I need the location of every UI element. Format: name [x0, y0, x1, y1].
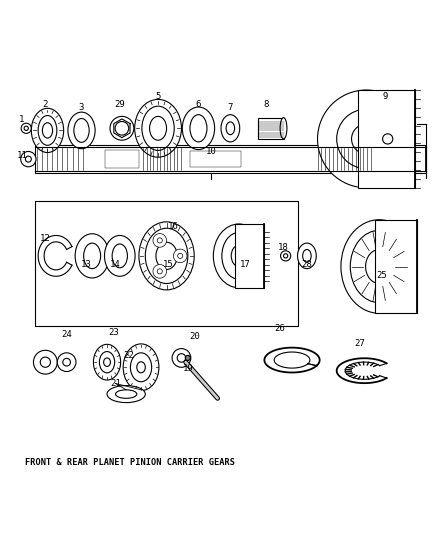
- Ellipse shape: [131, 353, 152, 382]
- Ellipse shape: [153, 264, 166, 278]
- Text: FRONT & REAR PLANET PINION CARRIER GEARS: FRONT & REAR PLANET PINION CARRIER GEARS: [25, 458, 235, 466]
- Circle shape: [40, 357, 50, 367]
- Text: 15: 15: [163, 260, 174, 269]
- Bar: [35, 146, 426, 173]
- Circle shape: [33, 350, 57, 374]
- Ellipse shape: [105, 236, 135, 276]
- Text: 8: 8: [264, 100, 269, 109]
- Text: 17: 17: [240, 260, 251, 269]
- Text: 7: 7: [228, 102, 233, 111]
- Ellipse shape: [178, 253, 183, 259]
- Text: 21: 21: [110, 379, 121, 388]
- Text: 26: 26: [274, 324, 285, 333]
- Ellipse shape: [134, 99, 181, 157]
- Ellipse shape: [303, 249, 311, 262]
- Ellipse shape: [137, 362, 145, 373]
- Circle shape: [318, 90, 415, 188]
- Ellipse shape: [182, 107, 215, 150]
- Text: 25: 25: [376, 271, 387, 279]
- Ellipse shape: [74, 118, 89, 142]
- Text: 9: 9: [383, 92, 388, 101]
- Text: 28: 28: [301, 260, 312, 269]
- Ellipse shape: [231, 245, 247, 266]
- Ellipse shape: [366, 249, 393, 284]
- Bar: [105, 150, 139, 168]
- Circle shape: [383, 134, 393, 144]
- Ellipse shape: [84, 243, 101, 269]
- Text: 2: 2: [42, 100, 48, 109]
- Ellipse shape: [123, 344, 159, 391]
- Ellipse shape: [297, 243, 316, 269]
- Ellipse shape: [115, 122, 129, 135]
- Ellipse shape: [93, 344, 120, 380]
- Ellipse shape: [116, 390, 137, 398]
- Circle shape: [25, 156, 32, 162]
- Ellipse shape: [280, 118, 287, 139]
- Circle shape: [21, 151, 36, 167]
- Ellipse shape: [149, 116, 166, 140]
- Text: 10: 10: [206, 147, 217, 156]
- Ellipse shape: [107, 385, 145, 402]
- Text: 3: 3: [79, 102, 84, 111]
- Ellipse shape: [99, 352, 115, 373]
- Circle shape: [177, 354, 186, 362]
- Text: 23: 23: [108, 328, 119, 337]
- Ellipse shape: [42, 123, 53, 138]
- Text: 20: 20: [189, 332, 200, 341]
- Circle shape: [337, 109, 396, 168]
- Bar: [375, 220, 417, 313]
- Ellipse shape: [213, 224, 265, 288]
- Circle shape: [24, 126, 28, 131]
- Circle shape: [352, 124, 381, 154]
- Text: 13: 13: [81, 260, 91, 269]
- Ellipse shape: [157, 269, 162, 274]
- Text: 1: 1: [19, 115, 25, 124]
- Circle shape: [57, 353, 76, 372]
- Bar: [190, 151, 241, 167]
- Ellipse shape: [226, 122, 235, 135]
- Ellipse shape: [173, 249, 187, 263]
- Ellipse shape: [221, 115, 240, 142]
- Circle shape: [280, 251, 291, 261]
- Circle shape: [283, 254, 288, 258]
- Ellipse shape: [32, 108, 64, 152]
- Text: 5: 5: [155, 92, 161, 101]
- Ellipse shape: [68, 112, 95, 149]
- Bar: [258, 118, 283, 139]
- Bar: [35, 200, 298, 326]
- Circle shape: [185, 356, 191, 360]
- Ellipse shape: [104, 358, 110, 367]
- Text: 22: 22: [123, 351, 134, 360]
- Ellipse shape: [110, 116, 134, 140]
- Ellipse shape: [145, 228, 188, 284]
- Text: 6: 6: [196, 100, 201, 109]
- Ellipse shape: [142, 106, 174, 150]
- Circle shape: [21, 123, 32, 133]
- Ellipse shape: [38, 116, 57, 146]
- Text: 11: 11: [17, 151, 27, 160]
- Ellipse shape: [139, 222, 194, 290]
- Ellipse shape: [156, 243, 177, 270]
- Ellipse shape: [222, 232, 256, 279]
- Ellipse shape: [153, 233, 166, 247]
- Bar: [358, 90, 415, 188]
- Text: 16: 16: [168, 222, 178, 231]
- Bar: [235, 224, 265, 288]
- Ellipse shape: [341, 220, 417, 313]
- Circle shape: [172, 349, 191, 367]
- Text: 18: 18: [278, 243, 289, 252]
- Ellipse shape: [157, 238, 162, 243]
- Text: 29: 29: [114, 100, 125, 109]
- Ellipse shape: [112, 244, 127, 268]
- Text: 27: 27: [355, 338, 365, 348]
- Ellipse shape: [190, 115, 207, 142]
- Circle shape: [63, 358, 71, 366]
- Ellipse shape: [350, 230, 408, 303]
- Ellipse shape: [75, 234, 109, 278]
- Text: 24: 24: [61, 330, 72, 339]
- Text: 19: 19: [183, 364, 193, 373]
- Text: 12: 12: [40, 235, 51, 244]
- Text: 14: 14: [110, 260, 121, 269]
